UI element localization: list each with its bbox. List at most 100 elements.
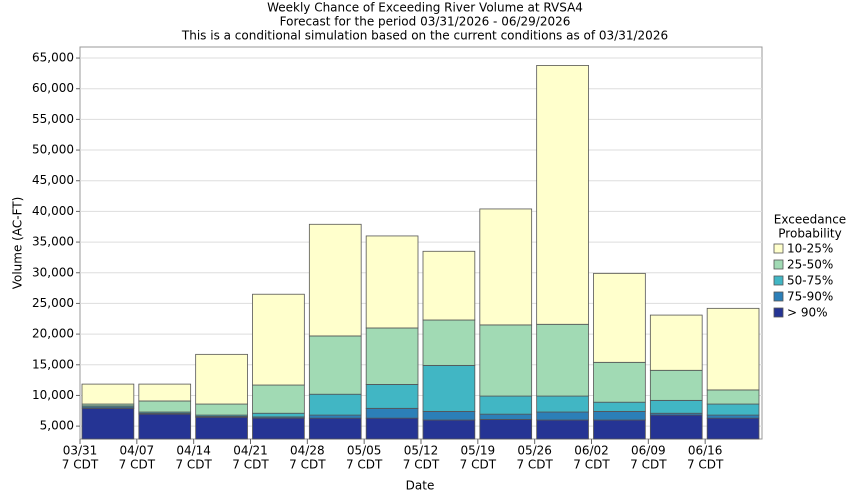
bar-segment	[195, 416, 248, 440]
bar-segment	[706, 389, 760, 405]
bar-segment	[706, 403, 760, 416]
bar-segment	[593, 272, 646, 363]
bar-segment	[138, 413, 192, 440]
bar-segment	[479, 413, 533, 420]
x-tick-label: 7 CDT	[460, 458, 497, 472]
bar-segment	[365, 384, 419, 409]
bar-segment	[308, 417, 362, 440]
x-tick-label: 7 CDT	[403, 458, 440, 472]
x-axis-label: Date	[406, 479, 435, 493]
legend-title: Probability	[778, 227, 841, 241]
bar-segment	[593, 401, 646, 412]
x-tick-label: 04/21	[233, 444, 268, 458]
x-tick-label: 05/26	[517, 444, 552, 458]
x-tick-label: 7 CDT	[289, 458, 326, 472]
bar-segment	[706, 307, 760, 391]
y-tick-label: 50,000	[32, 143, 74, 157]
bar-segment	[365, 235, 419, 329]
x-tick-label: 06/02	[574, 444, 609, 458]
y-tick-label: 25,000	[32, 296, 74, 310]
y-tick-label: 10,000	[32, 388, 74, 402]
bar-segment	[81, 383, 135, 405]
bar-segment	[195, 403, 248, 416]
x-tick-label: 05/05	[347, 444, 382, 458]
plot-area	[79, 46, 763, 440]
y-tick-label: 20,000	[32, 327, 74, 341]
x-tick-label: 03/31	[63, 444, 98, 458]
bar-segment	[479, 418, 533, 440]
bar-segment	[422, 250, 476, 321]
legend-title: Exceedance	[774, 213, 846, 227]
bar-segment	[252, 417, 305, 440]
legend-swatch	[773, 307, 784, 318]
bar-segment	[365, 327, 419, 385]
bar-segment	[536, 395, 589, 413]
y-tick-label: 35,000	[32, 235, 74, 249]
bar-segment	[593, 410, 646, 421]
bar-segment	[649, 414, 703, 440]
chart-title: Weekly Chance of Exceeding River Volume …	[267, 1, 583, 15]
bar-segment	[536, 323, 589, 397]
x-tick-label: 04/07	[120, 444, 155, 458]
bar-segment	[706, 414, 760, 419]
chart-note: This is a conditional simulation based o…	[181, 29, 668, 43]
x-tick-label: 7 CDT	[175, 458, 212, 472]
x-tick-label: 7 CDT	[232, 458, 269, 472]
bar-segment	[252, 412, 305, 418]
x-tick-label: 05/12	[404, 444, 439, 458]
x-tick-label: 7 CDT	[630, 458, 667, 472]
legend-label: 50-75%	[787, 274, 833, 288]
bar-segment	[308, 223, 362, 337]
x-tick-label: 7 CDT	[516, 458, 553, 472]
x-tick-label: 7 CDT	[687, 458, 724, 472]
legend-label: 10-25%	[787, 242, 833, 256]
y-tick-label: 30,000	[32, 265, 74, 279]
bar-segment	[593, 361, 646, 403]
y-tick-label: 40,000	[32, 204, 74, 218]
bar-segment	[479, 208, 533, 326]
bar-segment	[536, 411, 589, 421]
y-axis-label: Volume (AC-FT)	[11, 197, 25, 290]
legend-swatch	[773, 243, 784, 254]
bar-segment	[649, 314, 703, 371]
legend-label: 25-50%	[787, 258, 833, 272]
bar-segment	[365, 407, 419, 419]
bar-segment	[479, 324, 533, 397]
bar-segment	[308, 393, 362, 416]
legend-swatch	[773, 291, 784, 302]
bar-segment	[81, 407, 135, 440]
y-tick-label: 5,000	[40, 419, 74, 433]
bar-segment	[252, 384, 305, 414]
x-tick-label: 7 CDT	[346, 458, 383, 472]
y-tick-label: 45,000	[32, 173, 74, 187]
y-tick-label: 60,000	[32, 81, 74, 95]
y-tick-label: 65,000	[32, 51, 74, 65]
chart-subtitle: Forecast for the period 03/31/2026 - 06/…	[280, 15, 571, 29]
bar-segment	[422, 410, 476, 421]
x-tick-label: 7 CDT	[573, 458, 610, 472]
bar-segment	[422, 364, 476, 412]
legend-swatch	[773, 259, 784, 270]
x-tick-label: 7 CDT	[119, 458, 156, 472]
bar-segment	[138, 383, 192, 402]
bar-segment	[536, 419, 589, 440]
bar-segment	[422, 419, 476, 440]
bar-segment	[479, 395, 533, 415]
bar-segment	[649, 399, 703, 414]
bar-segment	[252, 293, 305, 386]
bar-segment	[536, 65, 589, 325]
bar-segment	[422, 319, 476, 366]
x-tick-label: 06/09	[631, 444, 666, 458]
y-tick-label: 15,000	[32, 357, 74, 371]
bar-segment	[308, 335, 362, 395]
bar-segment	[649, 369, 703, 401]
y-tick-label: 55,000	[32, 112, 74, 126]
bar-segment	[365, 417, 419, 440]
bar-segment	[706, 417, 760, 440]
bar-segment	[195, 353, 248, 405]
x-tick-label: 04/28	[290, 444, 325, 458]
x-tick-label: 7 CDT	[62, 458, 99, 472]
legend-swatch	[773, 275, 784, 286]
bar-segment	[593, 419, 646, 440]
